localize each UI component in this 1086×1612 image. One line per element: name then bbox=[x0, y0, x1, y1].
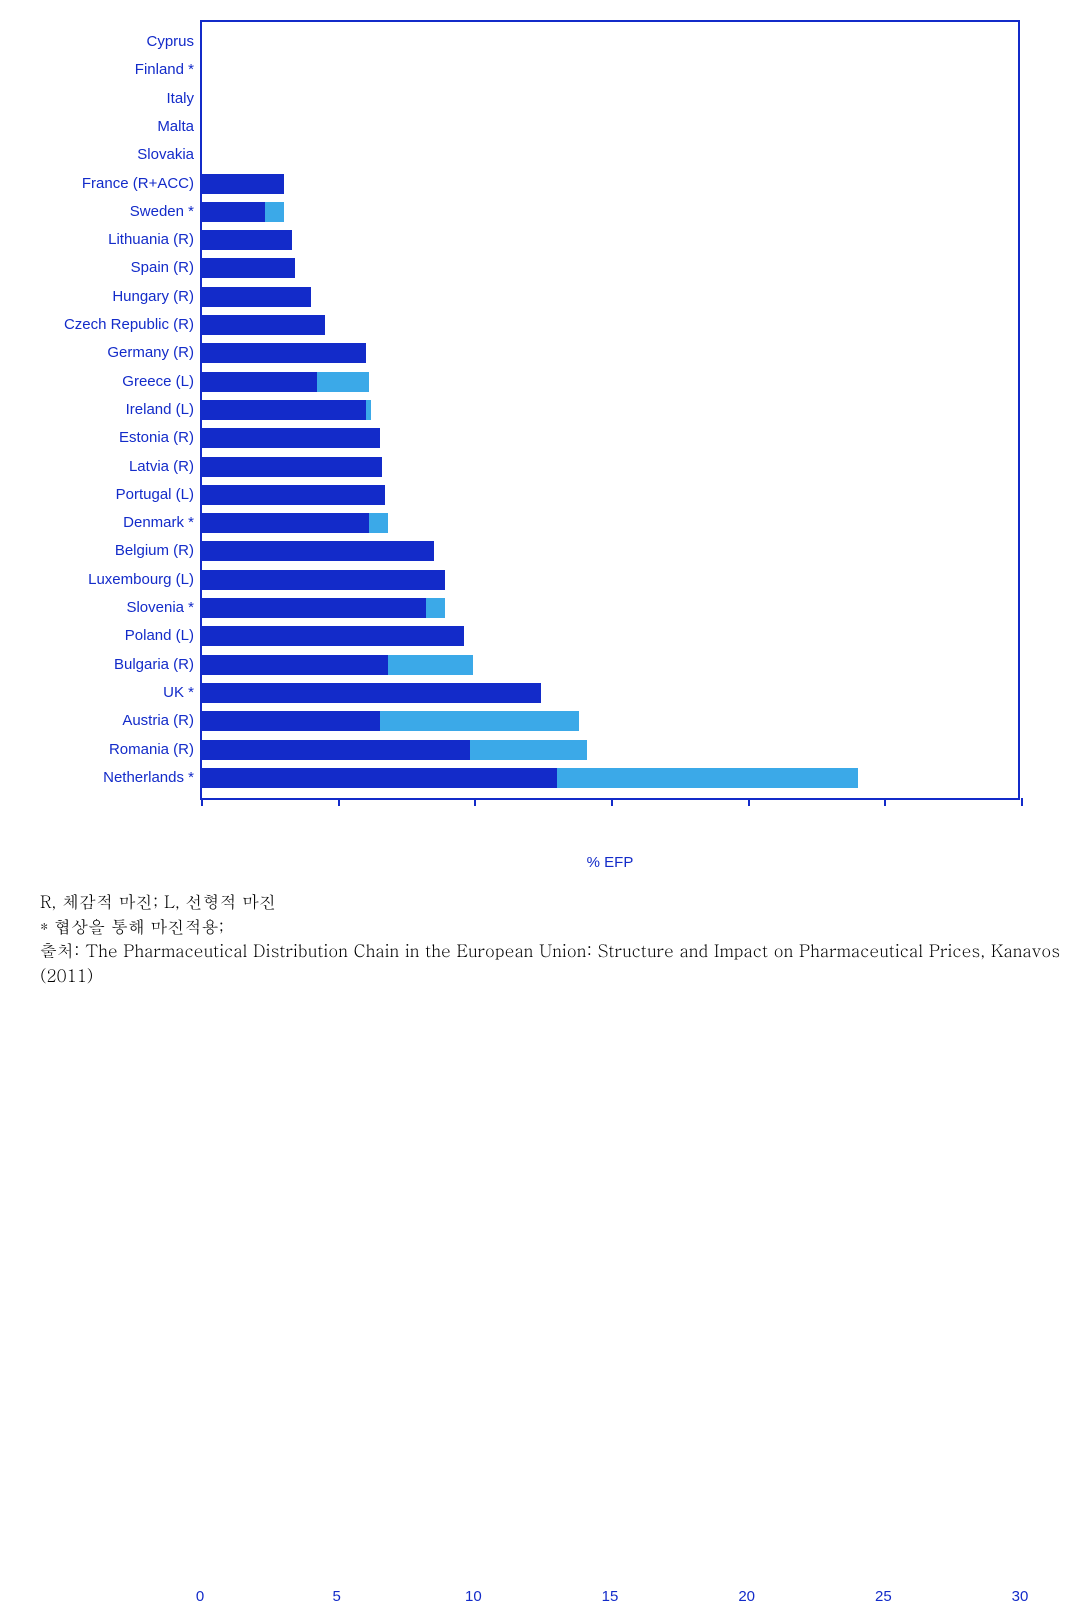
bar-segment-secondary bbox=[380, 711, 580, 731]
bar-segment-primary bbox=[202, 315, 325, 335]
bar-segment-primary bbox=[202, 174, 284, 194]
bar-segment-primary bbox=[202, 230, 292, 250]
y-axis-label: UK * bbox=[163, 683, 194, 703]
x-tick-label: 10 bbox=[465, 1588, 482, 1605]
y-axis-label: Austria (R) bbox=[122, 711, 194, 731]
y-axis-label: Greece (L) bbox=[122, 372, 194, 392]
x-tick-mark bbox=[474, 798, 476, 806]
bar-segment-primary bbox=[202, 428, 380, 448]
bar-segment-primary bbox=[202, 372, 317, 392]
bar-segment-primary bbox=[202, 400, 366, 420]
bar-segment-primary bbox=[202, 570, 445, 590]
y-axis-label: Ireland (L) bbox=[126, 400, 194, 420]
x-tick-mark bbox=[201, 798, 203, 806]
bar-segment-primary bbox=[202, 457, 382, 477]
y-axis-label: Slovakia bbox=[137, 145, 194, 165]
y-axis-label: Spain (R) bbox=[131, 258, 194, 278]
y-axis-label: Sweden * bbox=[130, 202, 194, 222]
y-axis-label: Luxembourg (L) bbox=[88, 570, 194, 590]
y-axis-label: Estonia (R) bbox=[119, 428, 194, 448]
y-axis-label: France (R+ACC) bbox=[82, 174, 194, 194]
bar-segment-primary bbox=[202, 768, 557, 788]
bar-segment-secondary bbox=[388, 655, 473, 675]
bars-layer: CyprusFinland *ItalyMaltaSlovakiaFrance … bbox=[202, 22, 1018, 798]
chart-container: Cyprus Finland * Italy Malta Slovakia France … bbox=[20, 20, 1066, 871]
bar-segment-secondary bbox=[470, 740, 588, 760]
footnote-source: 출처: The Pharmaceutical Distribution Chai… bbox=[40, 938, 1066, 987]
y-axis-label: Slovenia * bbox=[126, 598, 194, 618]
x-tick-mark bbox=[611, 798, 613, 806]
y-axis-label: Germany (R) bbox=[107, 343, 194, 363]
y-axis-label: Italy bbox=[166, 89, 194, 109]
bar-segment-primary bbox=[202, 711, 380, 731]
bar-segment-secondary bbox=[366, 400, 371, 420]
x-tick-mark bbox=[748, 798, 750, 806]
bar-segment-secondary bbox=[265, 202, 284, 222]
y-axis-label: Denmark * bbox=[123, 513, 194, 533]
bar-segment-secondary bbox=[426, 598, 445, 618]
y-axis-label: Czech Republic (R) bbox=[64, 315, 194, 335]
x-tick-mark bbox=[1021, 798, 1023, 806]
y-axis-label: Bulgaria (R) bbox=[114, 655, 194, 675]
y-axis-label: Malta bbox=[157, 117, 194, 137]
bar-segment-primary bbox=[202, 343, 366, 363]
y-axis-label: Belgium (R) bbox=[115, 541, 194, 561]
footnote-asterisk: * 협상을 통해 마진적용; bbox=[40, 914, 1066, 939]
y-axis-label: Finland * bbox=[135, 60, 194, 80]
x-tick-label: 5 bbox=[332, 1588, 340, 1605]
x-tick-label: 20 bbox=[738, 1588, 755, 1605]
y-axis-label: Hungary (R) bbox=[112, 287, 194, 307]
bar-segment-secondary bbox=[317, 372, 369, 392]
y-axis-label: Lithuania (R) bbox=[108, 230, 194, 250]
bar-segment-primary bbox=[202, 655, 388, 675]
bar-segment-primary bbox=[202, 513, 369, 533]
x-tick-label: 30 bbox=[1012, 1588, 1029, 1605]
x-axis-labels: 051015202530 bbox=[200, 1588, 1020, 1612]
bar-segment-primary bbox=[202, 740, 470, 760]
y-axis-label: Netherlands * bbox=[103, 768, 194, 788]
footnotes: R, 체감적 마진; L, 선형적 마진 * 협상을 통해 마진적용; 출처: … bbox=[40, 889, 1066, 988]
y-axis-label: Portugal (L) bbox=[116, 485, 194, 505]
bar-segment-secondary bbox=[557, 768, 858, 788]
bar-segment-primary bbox=[202, 485, 385, 505]
bar-segment-primary bbox=[202, 202, 265, 222]
x-tick-label: 25 bbox=[875, 1588, 892, 1605]
bar-segment-secondary bbox=[369, 513, 388, 533]
plot-area: CyprusFinland *ItalyMaltaSlovakiaFrance … bbox=[200, 20, 1020, 800]
footnote-legend: R, 체감적 마진; L, 선형적 마진 bbox=[40, 889, 1066, 914]
x-tick-mark bbox=[884, 798, 886, 806]
bar-segment-primary bbox=[202, 683, 541, 703]
bar-segment-primary bbox=[202, 258, 295, 278]
x-tick-label: 15 bbox=[602, 1588, 619, 1605]
x-tick-label: 0 bbox=[196, 1588, 204, 1605]
bar-segment-primary bbox=[202, 287, 311, 307]
y-axis-label: Latvia (R) bbox=[129, 457, 194, 477]
x-axis-title: % EFP bbox=[200, 854, 1020, 871]
bar-segment-primary bbox=[202, 541, 434, 561]
y-axis-label: Poland (L) bbox=[125, 626, 194, 646]
bar-segment-primary bbox=[202, 598, 426, 618]
bar-segment-primary bbox=[202, 626, 464, 646]
y-axis-label: Cyprus bbox=[146, 32, 194, 52]
x-tick-mark bbox=[338, 798, 340, 806]
y-axis-label: Romania (R) bbox=[109, 740, 194, 760]
